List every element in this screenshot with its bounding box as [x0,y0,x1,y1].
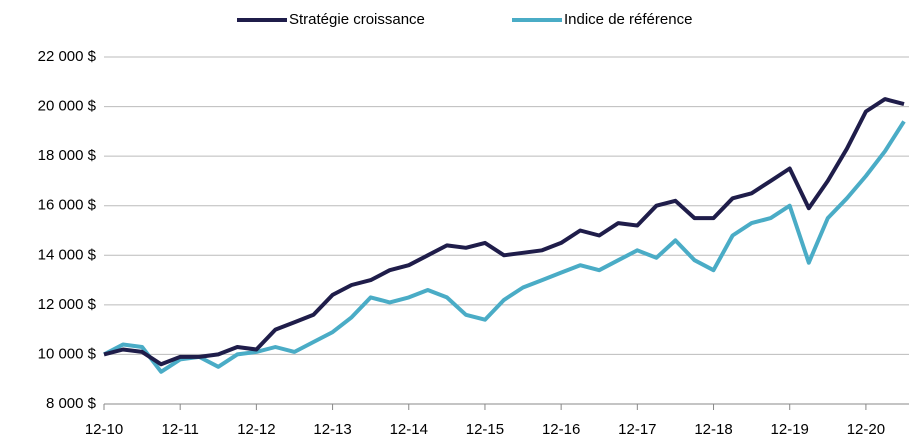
x-tick-label: 12-10 [85,421,123,438]
x-tick-label: 12-15 [466,421,504,438]
x-tick-label: 12-17 [618,421,656,438]
series-line [103,120,906,374]
y-tick-label: 22 000 $ [38,48,97,65]
x-tick-label: 12-20 [847,421,885,438]
legend-label: Indice de référence [564,11,692,28]
y-tick-label: 18 000 $ [38,147,97,164]
x-tick-label: 12-12 [237,421,275,438]
x-tick-label: 12-19 [771,421,809,438]
y-tick-label: 16 000 $ [38,197,97,214]
y-tick-label: 10 000 $ [38,345,97,362]
legend-label: Stratégie croissance [289,11,425,28]
x-tick-label: 12-18 [694,421,732,438]
y-tick-label: 20 000 $ [38,98,97,115]
y-tick-label: 8 000 $ [46,395,97,412]
y-tick-label: 12 000 $ [38,296,97,313]
series-line [103,97,905,367]
x-tick-label: 12-16 [542,421,580,438]
x-tick-label: 12-13 [313,421,351,438]
y-tick-label: 14 000 $ [38,246,97,263]
x-tick-label: 12-14 [390,421,428,438]
x-tick-label: 12-11 [162,421,199,438]
